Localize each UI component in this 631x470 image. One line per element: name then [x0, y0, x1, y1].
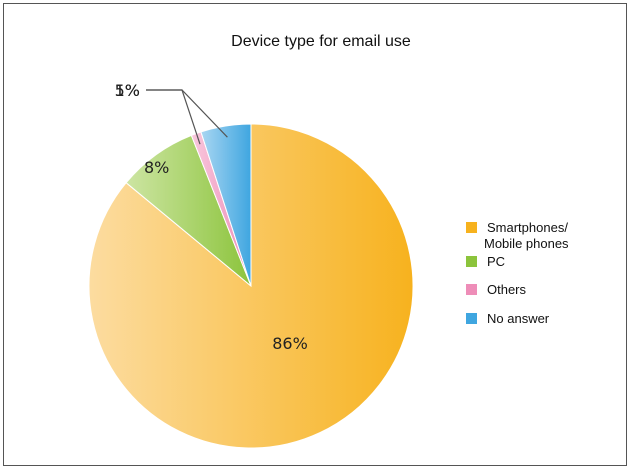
legend-label-no-answer: No answer — [487, 311, 550, 326]
data-label-others: 1% — [115, 81, 140, 100]
pie-slices — [88, 123, 414, 449]
legend-swatch-pc — [466, 256, 477, 267]
data-labels: 86% 8% 1%5% — [115, 81, 308, 353]
legend-swatch-others — [466, 284, 477, 295]
leader-lines — [146, 89, 228, 145]
legend-swatch-no-answer — [466, 313, 477, 324]
data-label-smartphones-mobile-phones: 86% — [272, 334, 308, 353]
legend-swatch-smartphones-mobile-phones — [466, 222, 477, 233]
legend-label-smartphones-mobile-phones: Smartphones/ — [487, 220, 568, 235]
legend-label-smartphones-mobile-phones-line2: Mobile phones — [484, 236, 569, 251]
data-label-no-answer: 5% — [115, 81, 140, 100]
pie-slice-no-answer — [200, 123, 252, 287]
leader-line-no-answer — [146, 89, 228, 138]
legend-label-pc: PC — [487, 254, 505, 269]
chart-title: Device type for email use — [231, 33, 411, 50]
legend: Smartphones/Mobile phones PC Others No answ… — [466, 220, 569, 326]
legend-label-others: Others — [487, 282, 527, 297]
data-label-pc: 8% — [144, 158, 169, 177]
